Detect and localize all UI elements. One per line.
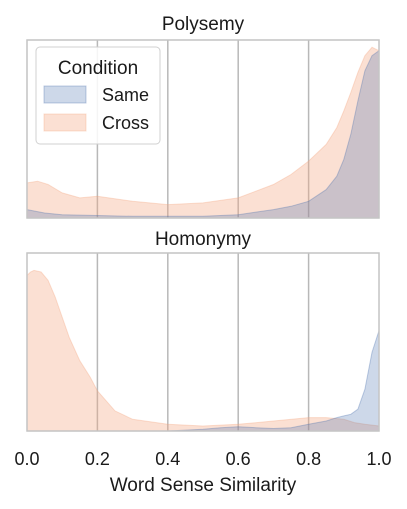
density-area-cross xyxy=(26,269,380,432)
density-areas-polysemy xyxy=(26,46,380,219)
legend-box xyxy=(35,46,161,145)
panel-title-homonymy: Homonymy xyxy=(155,229,252,250)
density-areas-homonymy xyxy=(26,269,380,432)
density-area-same xyxy=(26,49,380,219)
x-axis-label: Word Sense Similarity xyxy=(110,475,297,496)
density-area-cross xyxy=(26,46,380,219)
plot-frame-homonymy xyxy=(26,252,380,432)
x-tick-label-0.8: 0.8 xyxy=(296,449,321,469)
panel-polysemy: Polysemy Condition Same Cross xyxy=(26,14,380,219)
panel-homonymy: Homonymy xyxy=(26,229,380,432)
legend-title: Condition xyxy=(58,58,138,79)
x-tick-label-0.2: 0.2 xyxy=(85,449,110,469)
plot-frame-polysemy xyxy=(26,39,380,219)
density-area-same xyxy=(27,330,380,432)
legend: Condition Same Cross xyxy=(35,46,161,145)
x-tick-label-0.6: 0.6 xyxy=(226,449,251,469)
legend-swatch-cross xyxy=(43,113,87,132)
x-axis-ticks: 0.0 0.2 0.4 0.6 0.8 1.0 xyxy=(14,449,391,469)
x-tick-label-1.0: 1.0 xyxy=(366,449,391,469)
x-tick-label-0.0: 0.0 xyxy=(14,449,39,469)
legend-label-cross: Cross xyxy=(102,113,149,133)
legend-label-same: Same xyxy=(102,85,149,105)
grid-lines-homonymy xyxy=(96,253,310,431)
legend-swatch-same xyxy=(43,85,87,104)
panel-title-polysemy: Polysemy xyxy=(162,14,245,35)
x-tick-label-0.4: 0.4 xyxy=(155,449,180,469)
